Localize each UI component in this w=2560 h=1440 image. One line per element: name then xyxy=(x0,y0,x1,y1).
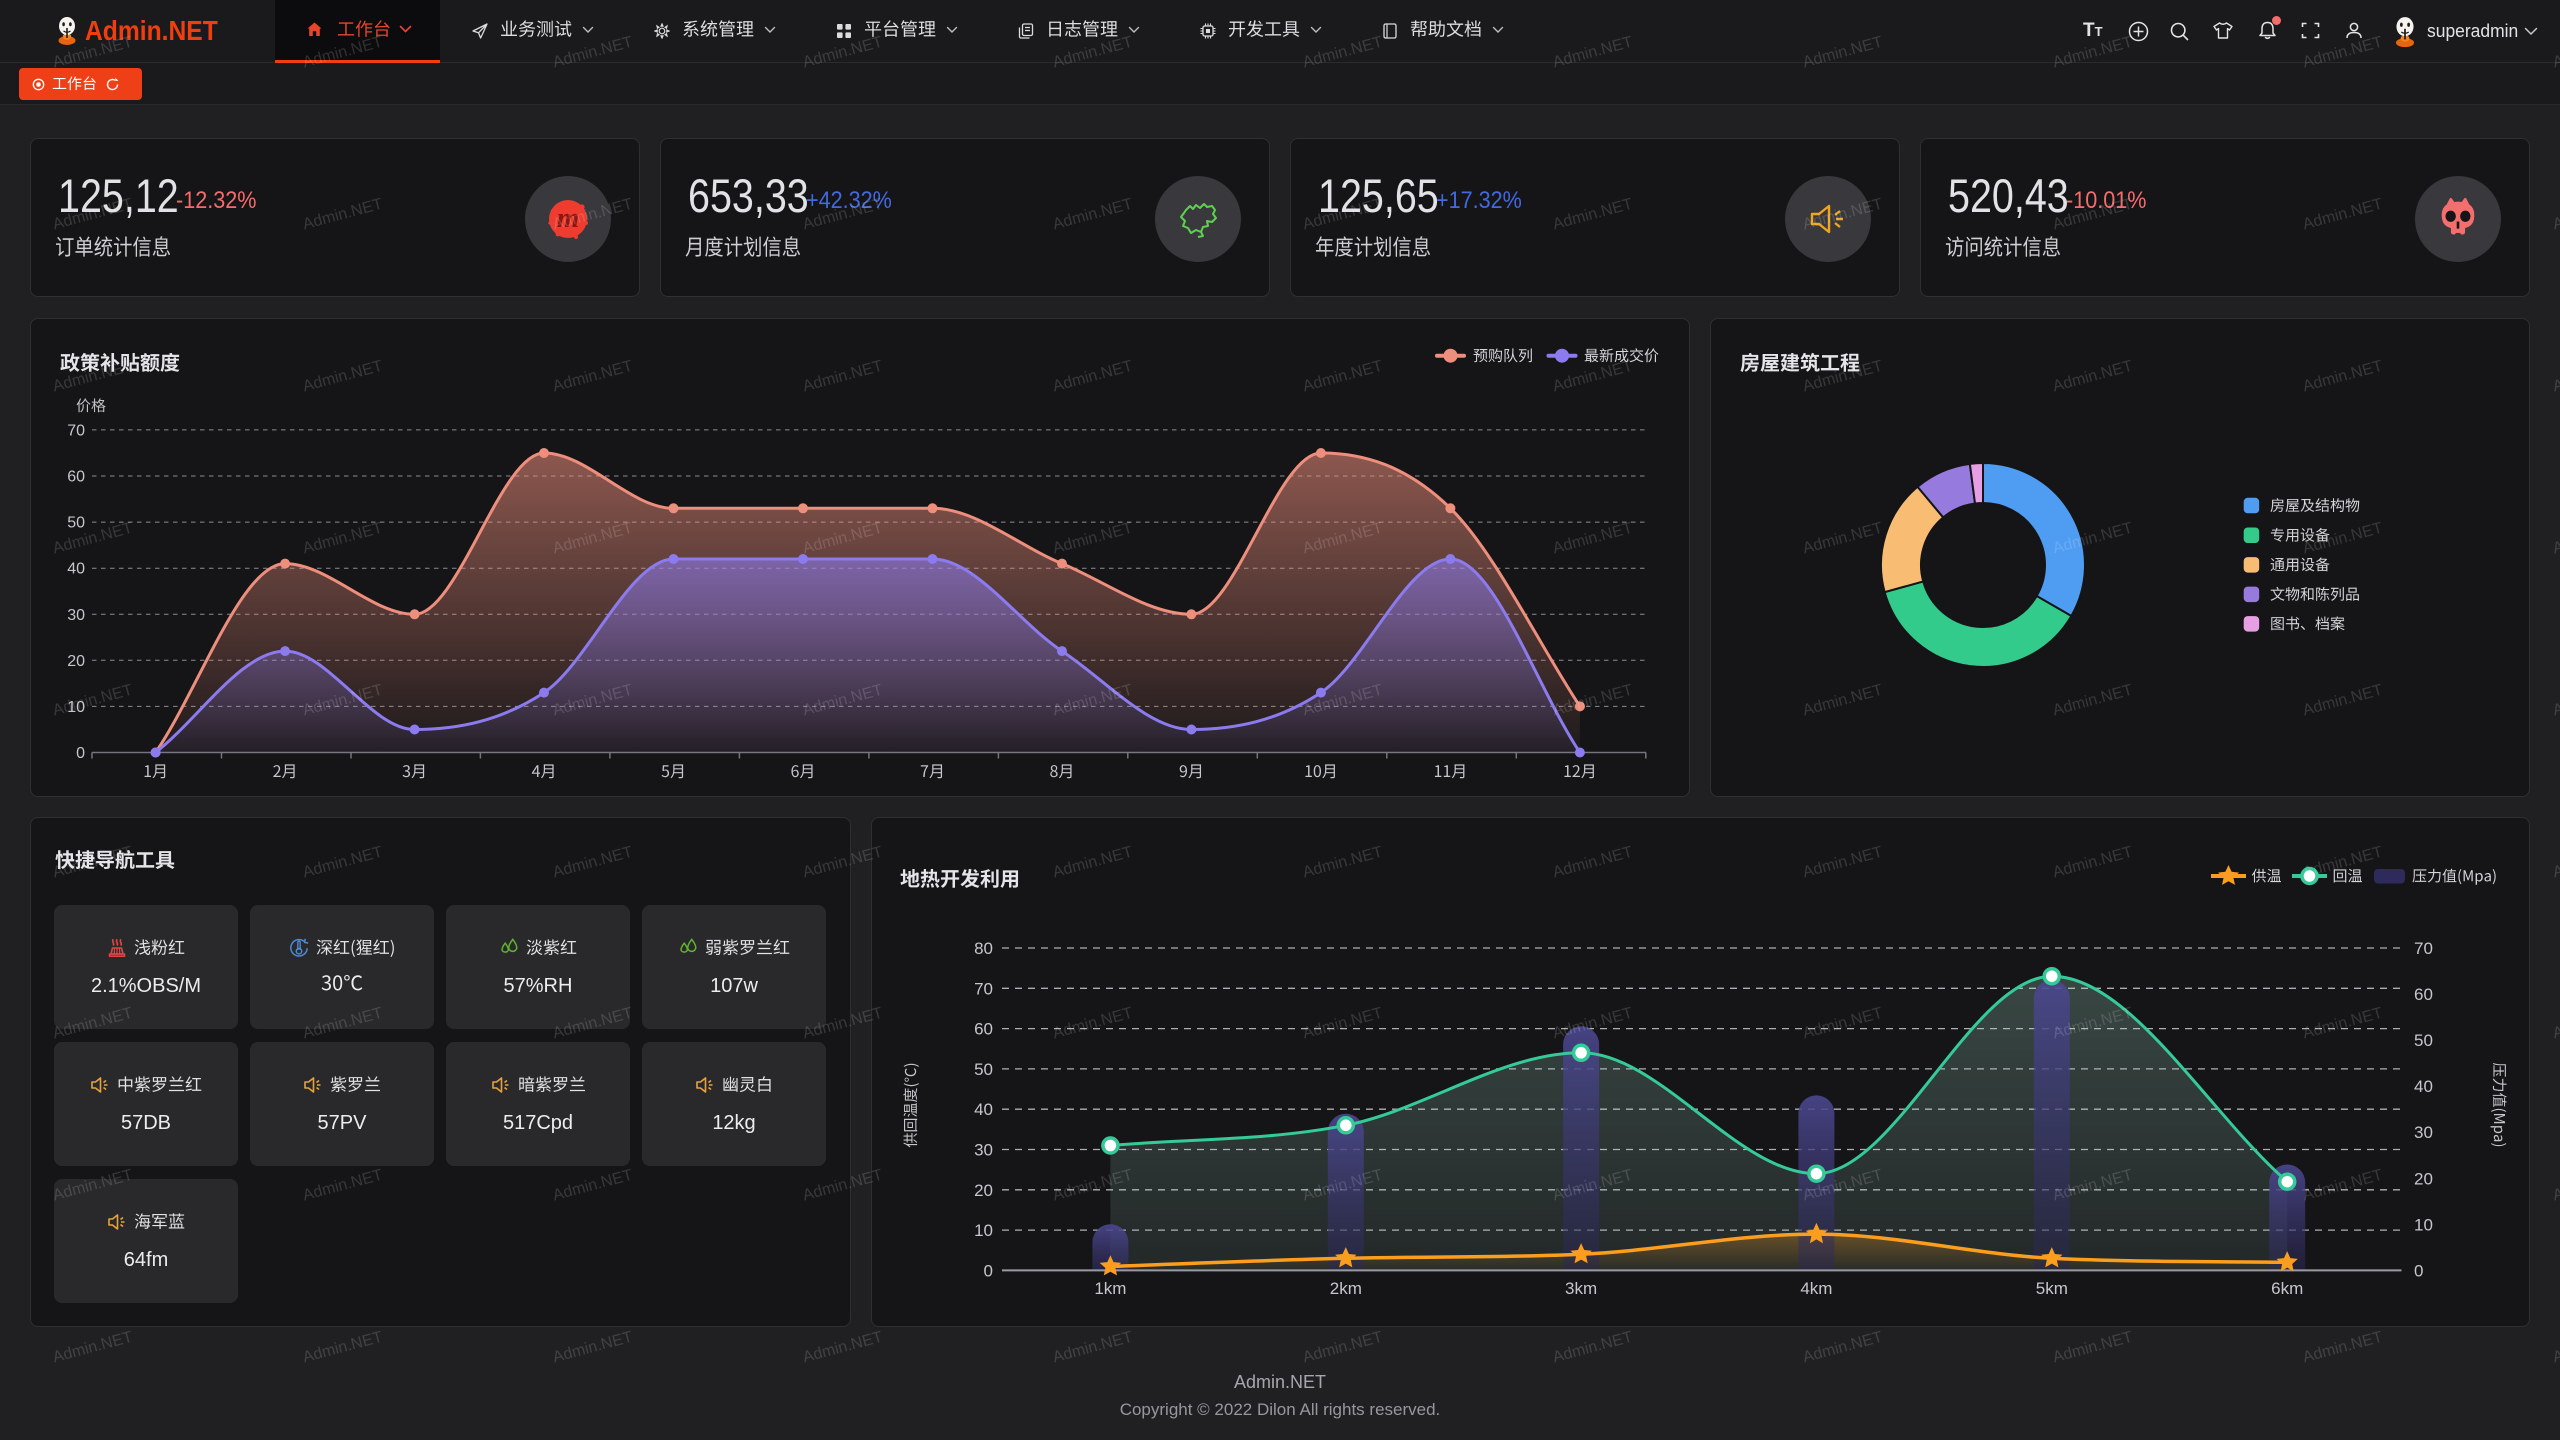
svg-text:30: 30 xyxy=(974,1141,993,1160)
svg-text:50: 50 xyxy=(67,515,85,532)
svg-text:20: 20 xyxy=(2414,1169,2433,1188)
svg-text:10: 10 xyxy=(67,699,85,716)
svg-text:40: 40 xyxy=(974,1100,993,1119)
svg-text:10: 10 xyxy=(2414,1215,2433,1234)
svg-text:80: 80 xyxy=(974,939,993,958)
svg-text:60: 60 xyxy=(67,469,85,486)
svg-text:60: 60 xyxy=(2414,985,2433,1004)
svg-text:40: 40 xyxy=(67,561,85,578)
svg-text:m: m xyxy=(557,202,580,234)
svg-text:2km: 2km xyxy=(1330,1279,1362,1298)
svg-text:1km: 1km xyxy=(1094,1279,1126,1298)
svg-text:0: 0 xyxy=(76,745,85,762)
svg-text:3km: 3km xyxy=(1565,1279,1597,1298)
svg-text:5km: 5km xyxy=(2036,1279,2068,1298)
svg-text:30: 30 xyxy=(67,607,85,624)
svg-text:6km: 6km xyxy=(2271,1279,2303,1298)
svg-text:70: 70 xyxy=(67,422,85,439)
svg-text:20: 20 xyxy=(67,653,85,670)
svg-text:60: 60 xyxy=(974,1020,993,1039)
svg-text:10: 10 xyxy=(974,1221,993,1240)
svg-text:50: 50 xyxy=(974,1060,993,1079)
svg-text:30: 30 xyxy=(2414,1123,2433,1142)
svg-text:0: 0 xyxy=(2414,1261,2423,1280)
svg-text:50: 50 xyxy=(2414,1031,2433,1050)
svg-text:70: 70 xyxy=(2414,939,2433,958)
svg-text:20: 20 xyxy=(974,1181,993,1200)
svg-text:40: 40 xyxy=(2414,1077,2433,1096)
svg-text:4km: 4km xyxy=(1800,1279,1832,1298)
svg-text:0: 0 xyxy=(984,1261,993,1280)
svg-text:70: 70 xyxy=(974,979,993,998)
